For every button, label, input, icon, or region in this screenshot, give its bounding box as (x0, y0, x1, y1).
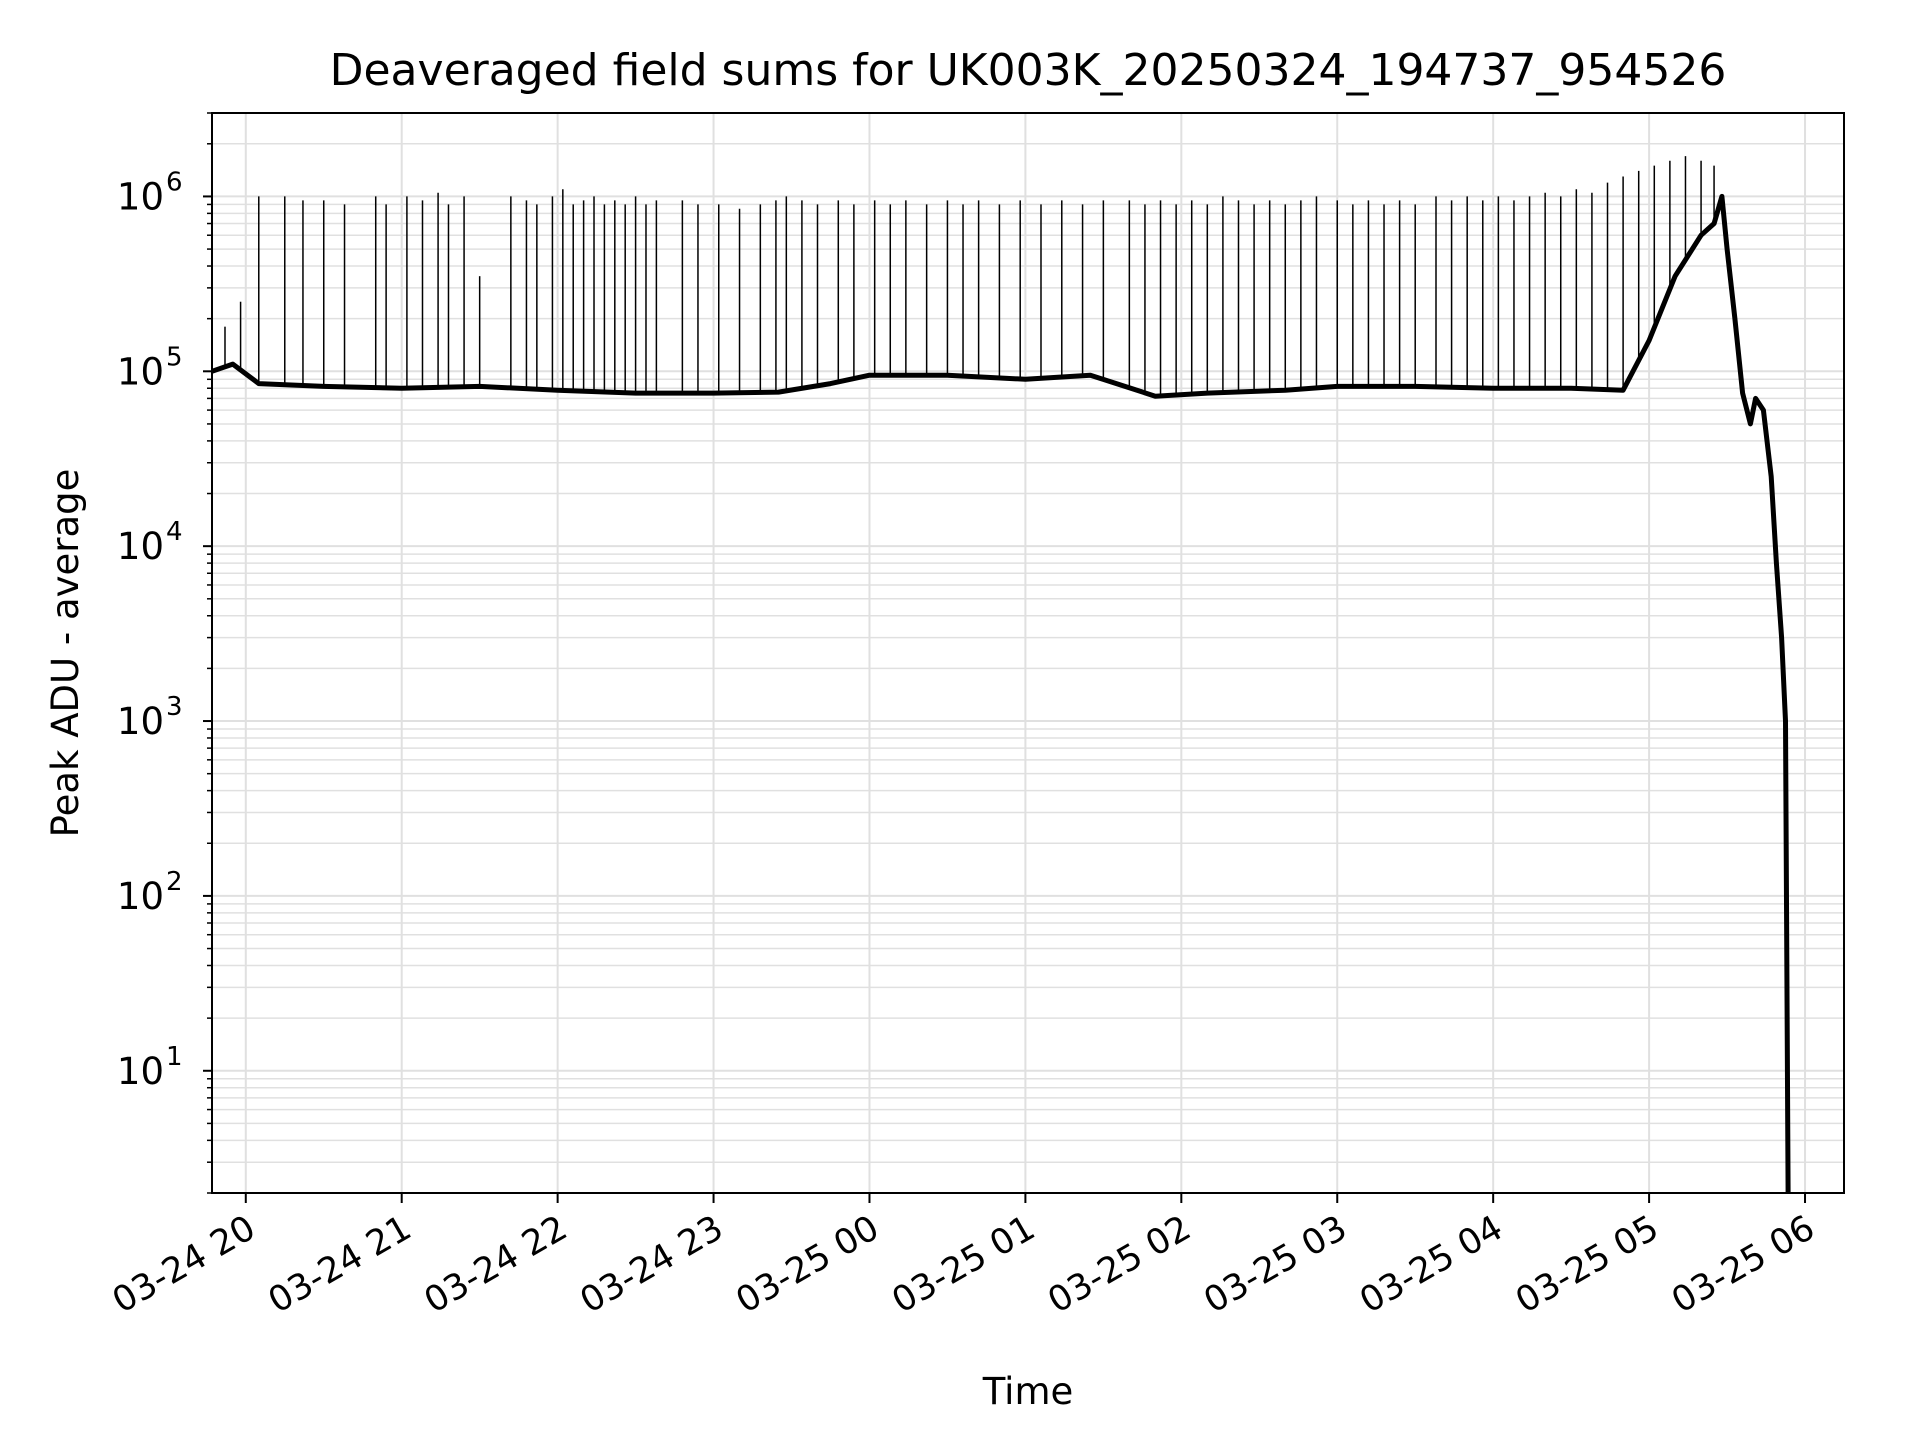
y-tick-label: 10 (117, 700, 164, 743)
y-tick-label: 10 (117, 1050, 164, 1093)
axes-frame (211, 112, 1845, 1194)
y-tick-exponent: 3 (166, 692, 183, 722)
y-axis-label: Peak ADU - average (44, 469, 87, 838)
grid (212, 112, 1844, 1194)
y-tick-exponent: 1 (166, 1042, 183, 1072)
y-tick-label: 10 (117, 525, 164, 568)
y-tick-exponent: 2 (166, 867, 183, 897)
y-tick-exponent: 5 (166, 342, 183, 372)
y-tick-label: 10 (117, 875, 164, 918)
y-tick-exponent: 6 (166, 167, 183, 197)
chart-title: Deaveraged field sums for UK003K_2025032… (330, 45, 1727, 96)
x-axis-label: Time (982, 1370, 1074, 1413)
series-line (211, 193, 1791, 1194)
y-tick-label: 10 (117, 350, 164, 393)
plot-area (211, 156, 1791, 1194)
y-tick-label: 10 (117, 175, 164, 218)
y-tick-exponent: 4 (166, 517, 183, 547)
